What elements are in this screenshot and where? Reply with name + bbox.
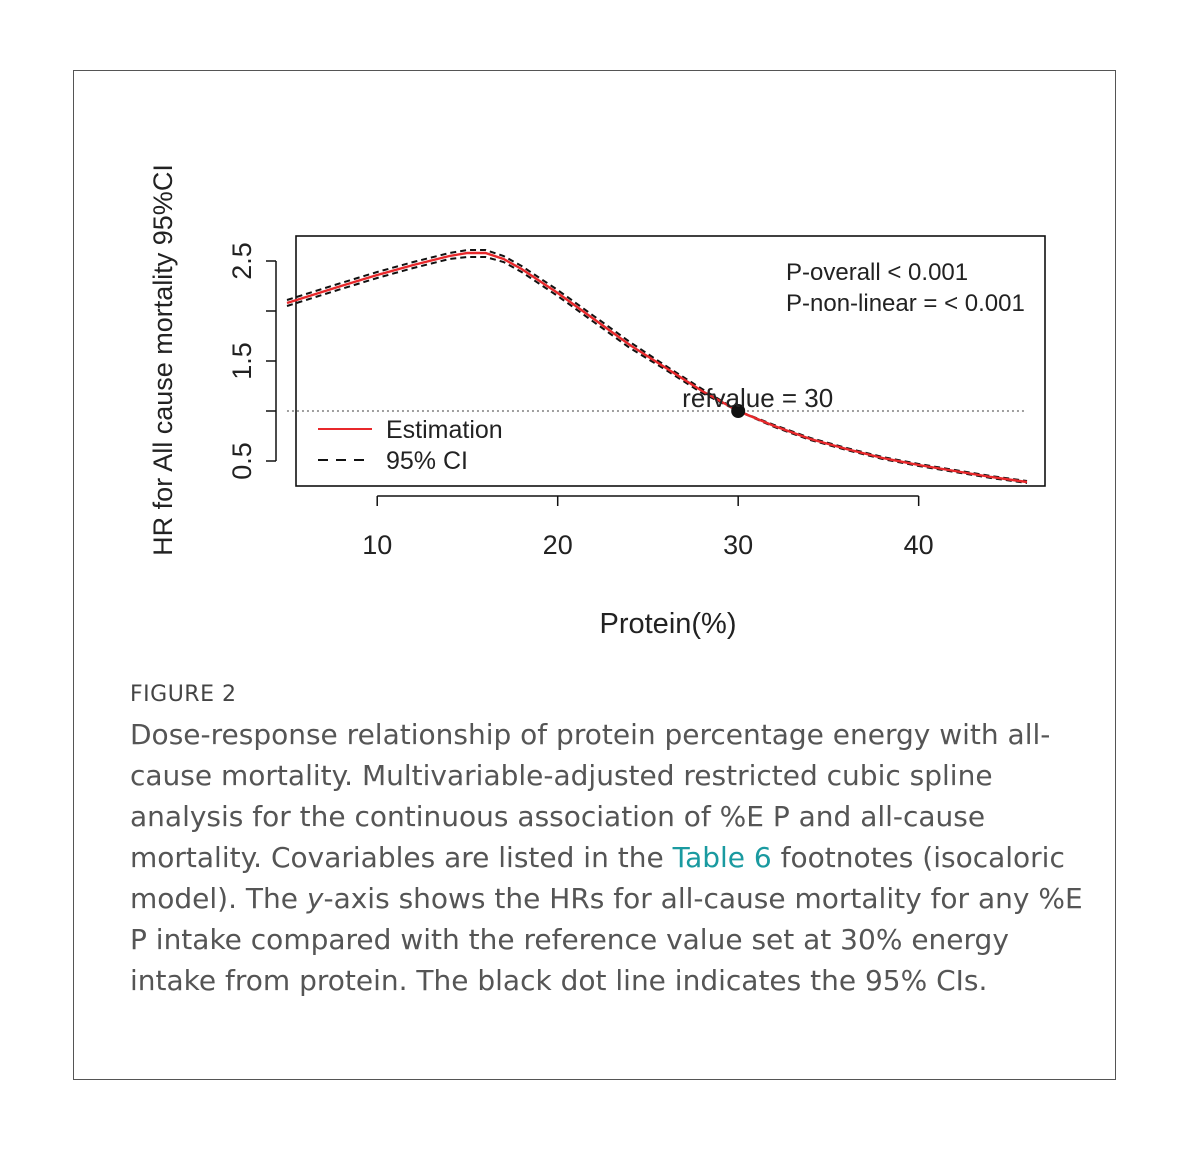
reference-point [731,404,746,418]
plot-border [295,235,1046,487]
figure-label: FIGURE 2 [130,682,237,707]
caption-text-2: footnotes (isocaloric model). The [130,841,1065,915]
x-tick-label: 40 [904,530,934,560]
x-tick-label: 30 [723,530,753,560]
legend-label: Estimation [386,416,503,444]
figure-frame [73,70,1116,1080]
y-tick-label: 2.5 [227,242,257,280]
y-axis-title: HR for All cause mortality 95%CI [148,164,178,556]
x-tick-label: 10 [362,530,392,560]
y-tick-label: 0.5 [227,442,257,480]
y-tick-label: 1.5 [227,342,257,380]
spline-chart: refvalue = 30 10 20 30 40 0.5 1.5 2.5 Protein(%… [148,164,1046,640]
figure-caption: Dose-response relationship of protein pe… [130,714,1090,1001]
caption-italic-y: y [306,882,324,915]
reference-point-label: refvalue = 30 [682,383,833,413]
table-6-link[interactable]: Table 6 [672,841,772,874]
x-axis-title: Protein(%) [600,608,737,640]
p-value-annotation: P-non-linear = < 0.001 [786,290,1025,317]
caption-text-1: Dose-response relationship of protein pe… [130,718,1051,874]
p-value-annotation: P-overall < 0.001 [786,259,968,286]
legend-label: 95% CI [386,447,468,475]
series-line-estimation [286,251,1028,484]
x-tick-label: 20 [543,530,573,560]
caption-text-3: -axis shows the HRs for all-cause mortal… [130,882,1083,997]
